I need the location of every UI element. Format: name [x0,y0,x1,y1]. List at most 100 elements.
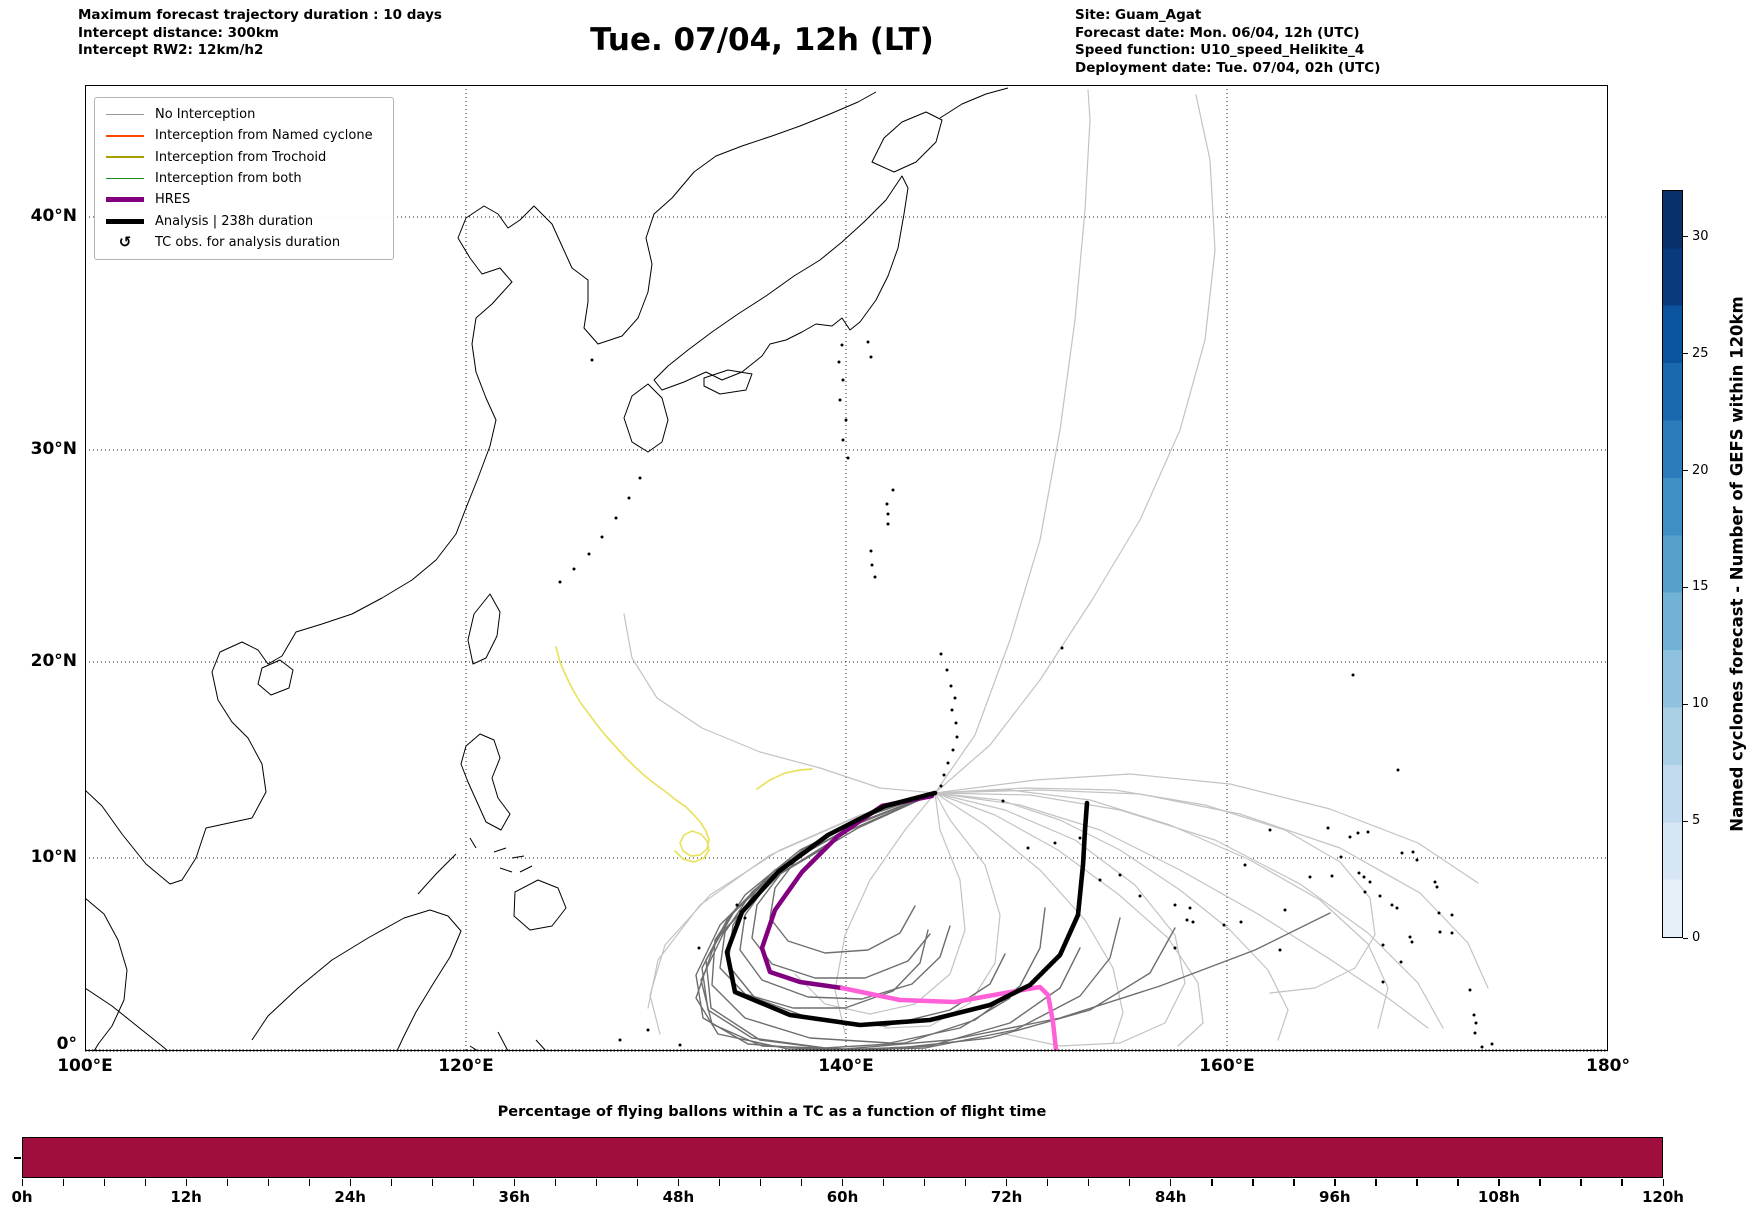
island-dot [844,418,848,422]
island-dot [870,563,874,567]
coastline-taiwan [467,593,501,665]
island-dot [954,721,958,725]
island-dot [697,946,701,950]
island-dot [678,1043,682,1047]
island-dot [1435,885,1439,889]
island-dot [885,502,889,506]
trajectory-no-interception [647,792,936,1009]
island-dot [590,358,594,362]
legend-item-tc-obs: ↺ TC obs. for analysis duration [103,232,385,253]
analysis-line-swatch [103,218,147,224]
island-dot [1001,799,1005,803]
legend-item-no-interception: No Interception [103,104,385,125]
coastline-sumatra [85,987,169,1051]
legend-label: Analysis | 238h duration [155,213,314,229]
bottom-chart-title: Percentage of flying ballons within a TC… [497,1104,1047,1120]
trajectory-no-interception [934,792,1444,1029]
island-dot [1437,911,1441,915]
island-dot [1268,828,1272,832]
island-dot [1348,835,1352,839]
island-dot [837,360,841,364]
island-dot [1468,988,1472,992]
island-dot [1222,923,1226,927]
island-dot [955,735,959,739]
island-dot [949,684,953,688]
island-dot [1411,850,1415,854]
bar-y-tick [14,1157,21,1159]
coastline-honshu [653,175,909,391]
trajectory-trochoid [555,646,710,863]
island-dot [1098,878,1102,882]
legend-item-analysis: Analysis | 238h duration [103,210,385,231]
island-dot [614,516,618,520]
island-dot [873,575,877,579]
intercept-distance-text: Intercept distance: 300km [78,24,279,41]
island-dot [1390,903,1394,907]
island-dot [869,549,873,553]
island-dot [638,476,642,480]
trajectory-trochoid [756,768,813,790]
island-dot [1357,871,1361,875]
island-dot [1356,831,1360,835]
colorbar-label: Named cyclones forecast - Number of GEFS… [1727,296,1747,832]
island-dot [1400,851,1404,855]
island-dot [1415,858,1419,862]
island-dot [1185,918,1189,922]
island-dot [1368,880,1372,884]
island-dot [886,522,890,526]
island-dot [1239,920,1243,924]
legend-label: HRES [155,192,191,208]
coastline-borneo [251,909,462,1051]
island-dot [1490,1042,1494,1046]
island-dot [1450,931,1454,935]
trajectory-no-interception-dense [700,792,1331,1050]
named-cyclone-line-swatch [103,135,147,137]
island-dot [945,668,949,672]
island-dot [1474,1021,1478,1025]
island-dot [587,552,591,556]
trajectory-no-interception-dense [701,792,1046,1049]
legend-item-named-cyclone: Interception from Named cyclone [103,125,385,146]
island-dot [1173,903,1177,907]
island-dot [840,343,844,347]
legend-item-both: Interception from both [103,168,385,189]
legend-label: Interception from Trochoid [155,149,327,165]
island-dot [1326,826,1330,830]
colorbar [1662,190,1683,938]
trajectory-no-interception [934,789,1489,989]
trajectory-no-interception [884,792,1001,1029]
trajectory-no-interception [934,787,1376,994]
island-dot [1381,943,1385,947]
both-line-swatch [103,177,147,180]
legend-item-hres: HRES [103,189,385,210]
island-dots [558,340,1494,1049]
percentage-bar [22,1137,1663,1178]
island-dot [1366,830,1370,834]
island-dot [1396,768,1400,772]
island-dot [866,340,870,344]
trajectory-no-interception [794,792,966,1015]
island-dot [558,580,562,584]
island-dot [1118,873,1122,877]
forecast-date-text: Forecast date: Mon. 06/04, 12h (UTC) [1075,24,1360,41]
trajectory-no-interception [934,89,1091,794]
island-dot [953,696,957,700]
island-dot [1438,930,1442,934]
island-dot [1339,855,1343,859]
island-dot [946,761,950,765]
coastline-mindanao [513,879,567,931]
island-dot [1381,980,1385,984]
legend-item-trochoid: Interception from Trochoid [103,147,385,168]
island-dot [841,378,845,382]
legend-label: TC obs. for analysis duration [155,234,341,250]
island-dot [1243,863,1247,867]
island-dot [1378,894,1382,898]
trajectory-no-interception [934,792,1429,1029]
island-dot [735,903,739,907]
legend-label: Interception from both [155,171,302,187]
map-gridlines [85,85,1608,1051]
island-dot [1433,880,1437,884]
island-dot [1408,935,1412,939]
hres-line-swatch [103,197,147,203]
coastlines [85,87,1009,1051]
